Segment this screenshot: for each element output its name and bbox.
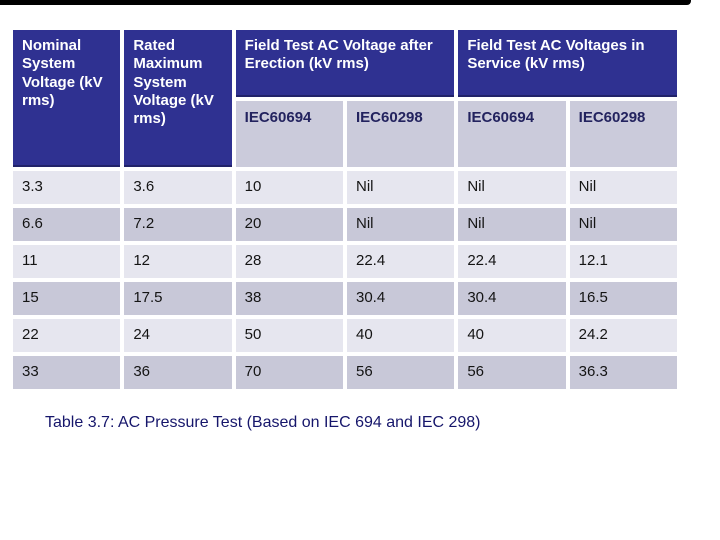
header-rated-maximum-system-voltage: Rated Maximum System Voltage (kV rms) <box>124 30 232 167</box>
table-cell: 70 <box>235 356 343 389</box>
table-cell: 12 <box>124 245 232 278</box>
table-cell: 40 <box>347 319 455 352</box>
table-cell: 38 <box>235 282 343 315</box>
table-cell: 20 <box>235 208 343 241</box>
header-field-test-after-erection: Field Test AC Voltage after Erection (kV… <box>235 30 455 97</box>
table-cell: 56 <box>458 356 566 389</box>
table-cell: 30.4 <box>458 282 566 315</box>
table-cell: 28 <box>235 245 343 278</box>
table-cell: 12.1 <box>569 245 677 278</box>
table-cell: Nil <box>569 208 677 241</box>
table-cell: 56 <box>347 356 455 389</box>
table-cell: Nil <box>458 171 566 204</box>
subheader-iec60298-erection: IEC60298 <box>347 101 455 167</box>
table-cell: 24.2 <box>569 319 677 352</box>
table-cell: 33 <box>13 356 121 389</box>
header-field-test-in-service: Field Test AC Voltages in Service (kV rm… <box>458 30 677 97</box>
table-cell: Nil <box>458 208 566 241</box>
table-cell: Nil <box>347 208 455 241</box>
table-cell: 22.4 <box>458 245 566 278</box>
header-nominal-system-voltage: Nominal System Voltage (kV rms) <box>13 30 121 167</box>
table-cell: 24 <box>124 319 232 352</box>
subheader-iec60298-service: IEC60298 <box>569 101 677 167</box>
ac-pressure-test-table: Nominal System Voltage (kV rms) Rated Ma… <box>13 30 677 389</box>
table-cell: 10 <box>235 171 343 204</box>
table-cell: 50 <box>235 319 343 352</box>
table-cell: 36.3 <box>569 356 677 389</box>
table-cell: 11 <box>13 245 121 278</box>
table-cell: 15 <box>13 282 121 315</box>
table-cell: 30.4 <box>347 282 455 315</box>
table-cell: 3.6 <box>124 171 232 204</box>
table-cell: 7.2 <box>124 208 232 241</box>
table-cell: Nil <box>569 171 677 204</box>
table-cell: 36 <box>124 356 232 389</box>
subheader-iec60694-service: IEC60694 <box>458 101 566 167</box>
table-caption: Table 3.7: AC Pressure Test (Based on IE… <box>45 414 481 431</box>
table-cell: 6.6 <box>13 208 121 241</box>
table-cell: 17.5 <box>124 282 232 315</box>
table-cell: Nil <box>347 171 455 204</box>
table-cell: 16.5 <box>569 282 677 315</box>
table-cell: 22 <box>13 319 121 352</box>
table-cell: 22.4 <box>347 245 455 278</box>
table-cell: 3.3 <box>13 171 121 204</box>
subheader-iec60694-erection: IEC60694 <box>235 101 343 167</box>
table-cell: 40 <box>458 319 566 352</box>
slide-top-edge <box>0 0 691 5</box>
